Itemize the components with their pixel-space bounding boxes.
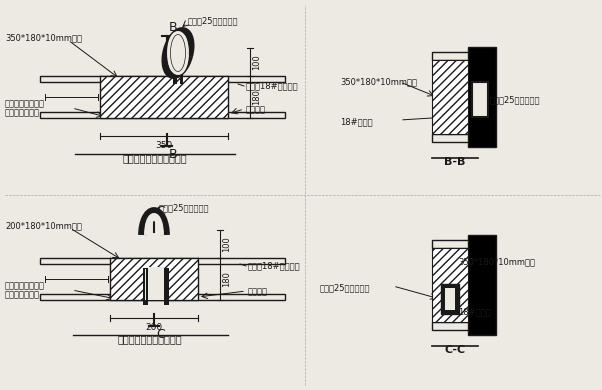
Bar	[110, 258, 198, 300]
Text: 底部并双面焊接: 底部并双面焊接	[5, 108, 40, 117]
Text: 吊环（25圆钢制作）: 吊环（25圆钢制作）	[490, 96, 541, 105]
Text: 18#工字钢: 18#工字钢	[458, 307, 491, 317]
Bar	[468, 235, 496, 335]
Text: 200*180*10mm铁板: 200*180*10mm铁板	[5, 222, 82, 230]
Text: C: C	[156, 328, 165, 341]
Bar	[143, 268, 148, 305]
Text: 350*180*10mm铁板: 350*180*10mm铁板	[340, 78, 417, 87]
Bar	[160, 82, 168, 112]
Text: B: B	[169, 21, 178, 34]
Text: 100: 100	[222, 236, 231, 252]
Bar	[40, 258, 285, 264]
Text: 180: 180	[252, 89, 261, 105]
Bar	[145, 269, 146, 300]
Text: 吊环（25圆钢制作）: 吊环（25圆钢制作）	[188, 16, 238, 25]
Text: 双面焊接: 双面焊接	[246, 106, 266, 115]
Text: 主梁（18#工字钢）: 主梁（18#工字钢）	[246, 82, 299, 90]
Bar	[475, 85, 485, 114]
Text: 双面焊接: 双面焊接	[248, 287, 268, 296]
Bar	[40, 294, 285, 300]
Text: 200: 200	[146, 323, 163, 332]
Bar	[446, 248, 454, 322]
Bar	[432, 240, 468, 248]
Text: 圆钢弯折至工字钢: 圆钢弯折至工字钢	[5, 99, 45, 108]
Text: 吊环（25圆钢制作）: 吊环（25圆钢制作）	[320, 284, 370, 292]
Text: 180: 180	[222, 271, 231, 287]
Bar	[100, 76, 228, 118]
Bar	[432, 322, 468, 330]
Text: C-C: C-C	[444, 345, 465, 355]
Bar	[432, 248, 468, 322]
Text: 18#工字钢: 18#工字钢	[340, 117, 373, 126]
Text: 100: 100	[252, 54, 261, 70]
Bar	[179, 68, 183, 84]
Bar	[472, 82, 488, 117]
Text: 拉结点与主梁连接节点图: 拉结点与主梁连接节点图	[123, 153, 187, 163]
Bar	[40, 112, 285, 118]
Text: 起吊点与主梁连接节点图: 起吊点与主梁连接节点图	[117, 334, 182, 344]
Text: 350*180*10mm铁板: 350*180*10mm铁板	[458, 257, 535, 266]
Text: 350*180*10mm铁板: 350*180*10mm铁板	[5, 34, 82, 43]
Bar	[445, 288, 455, 310]
Text: 350: 350	[155, 141, 173, 150]
Bar	[173, 68, 176, 84]
Text: 吊环（25圆钢制作）: 吊环（25圆钢制作）	[159, 204, 209, 213]
Bar	[148, 267, 164, 300]
Text: 圆钢弯折至工字钢: 圆钢弯折至工字钢	[5, 282, 45, 291]
Bar	[432, 52, 468, 60]
Bar	[164, 268, 169, 305]
Bar	[150, 264, 158, 294]
Text: C: C	[156, 205, 165, 218]
Bar	[40, 76, 285, 82]
Text: 主梁（18#工字钢）: 主梁（18#工字钢）	[248, 262, 300, 271]
Bar	[441, 284, 459, 314]
Bar	[446, 60, 454, 134]
Text: 底部并双面焊接: 底部并双面焊接	[5, 291, 40, 300]
Text: B: B	[169, 148, 178, 161]
Bar	[432, 60, 468, 134]
Text: B-B: B-B	[444, 157, 466, 167]
Bar	[468, 47, 496, 147]
Bar	[432, 134, 468, 142]
